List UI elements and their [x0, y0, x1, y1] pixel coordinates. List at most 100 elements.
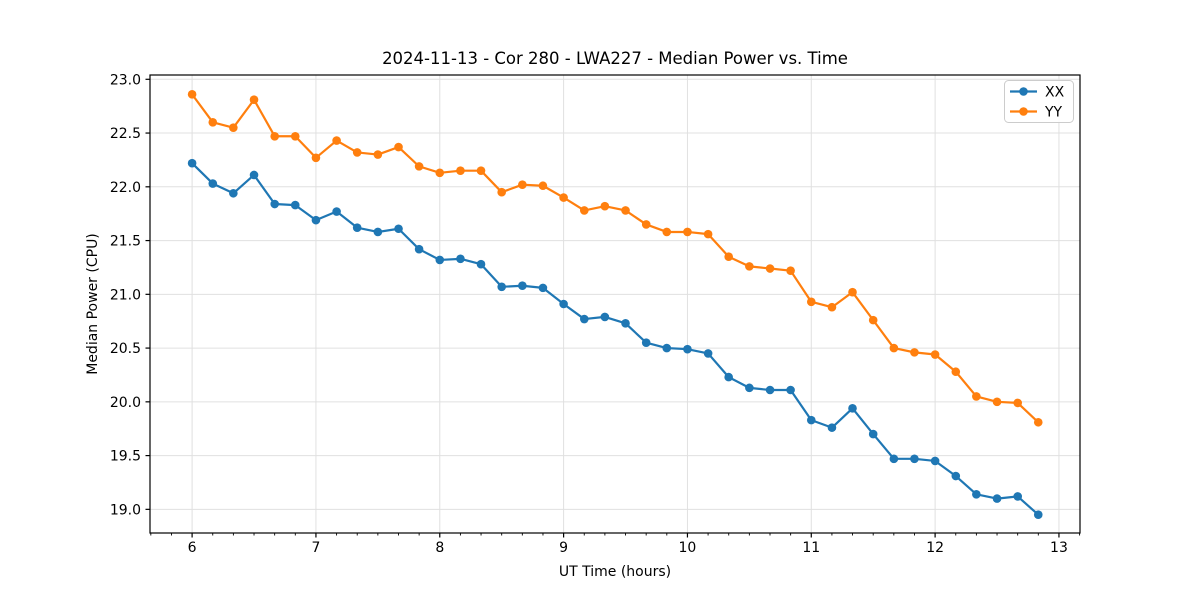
data-point-yy: [745, 262, 754, 271]
data-point-yy: [806, 297, 816, 307]
y-tick-label: 22.5: [110, 126, 141, 142]
legend-sample-marker-xx: [1019, 87, 1028, 96]
y-tick-label: 20.5: [110, 341, 141, 357]
data-point-xx: [290, 200, 300, 210]
data-point-xx: [497, 282, 506, 292]
data-point-yy: [497, 187, 506, 197]
data-point-yy: [290, 131, 300, 141]
data-point-yy: [765, 264, 775, 273]
data-point-yy: [352, 148, 362, 157]
data-point-xx: [683, 344, 692, 354]
chart-title: 2024-11-13 - Cor 280 - LWA227 - Median P…: [382, 49, 848, 68]
x-tick-label: 13: [1050, 540, 1068, 556]
data-point-yy: [208, 118, 218, 127]
data-point-xx: [972, 489, 981, 499]
data-point-xx: [311, 215, 321, 225]
y-tick-label: 20.0: [110, 395, 141, 411]
data-point-xx: [332, 207, 341, 216]
series-line-yy: [191, 93, 1040, 424]
data-point-xx: [270, 199, 280, 209]
data-point-yy: [930, 350, 940, 359]
y-tick-label: 21.0: [110, 287, 141, 303]
y-axis-label: Median Power (CPU): [85, 233, 101, 375]
data-point-xx: [786, 385, 795, 395]
x-tick-label: 6: [188, 540, 197, 556]
data-point-xx: [848, 403, 857, 413]
data-point-xx: [868, 429, 878, 439]
x-tick-label: 9: [559, 540, 568, 556]
data-point-xx: [414, 244, 424, 254]
data-point-xx: [930, 456, 940, 466]
data-point-xx: [518, 281, 527, 291]
data-point-yy: [332, 136, 341, 145]
data-point-xx: [827, 423, 837, 432]
data-point-yy: [518, 180, 527, 189]
data-point-xx: [724, 372, 733, 382]
data-point-yy: [559, 193, 568, 202]
data-point-yy: [311, 153, 321, 163]
x-tick-label: 10: [679, 540, 697, 556]
grid-layer: [150, 75, 1080, 533]
series-layer: [187, 90, 1043, 520]
data-point-yy: [889, 343, 899, 353]
series-line-xx: [191, 162, 1039, 516]
y-tick-label: 22.0: [110, 180, 141, 196]
data-point-yy: [435, 168, 445, 178]
data-point-yy: [641, 220, 651, 229]
data-point-yy: [868, 315, 878, 325]
data-point-xx: [641, 338, 651, 348]
data-point-yy: [270, 131, 280, 141]
tick-layer: 6 7 8 9 10 11 12 13 19.0 19.5 20.0 20.5 21.0 21.5 22.0…: [110, 72, 1081, 556]
data-point-yy: [456, 166, 465, 175]
data-point-yy: [394, 142, 403, 152]
data-point-yy: [538, 181, 548, 191]
data-point-yy: [786, 266, 795, 275]
data-point-xx: [765, 385, 775, 395]
data-point-xx: [1013, 492, 1023, 501]
data-point-xx: [394, 224, 403, 234]
data-point-xx: [249, 170, 259, 180]
data-point-xx: [456, 254, 465, 264]
y-tick-label: 21.5: [110, 234, 141, 250]
data-point-xx: [806, 415, 816, 425]
x-axis-label: UT Time (hours): [559, 564, 671, 580]
data-point-yy: [621, 206, 630, 215]
data-point-yy: [373, 150, 383, 159]
data-point-xx: [992, 494, 1002, 503]
data-point-yy: [1033, 417, 1043, 427]
data-point-yy: [848, 287, 857, 297]
data-point-yy: [683, 227, 692, 237]
data-point-xx: [373, 227, 383, 237]
data-point-xx: [1033, 510, 1043, 520]
legend-label-xx: XX: [1045, 85, 1065, 101]
x-tick-label: 11: [802, 540, 820, 556]
data-point-yy: [972, 392, 981, 401]
data-point-yy: [249, 95, 259, 105]
legend-label-yy: YY: [1044, 105, 1063, 121]
plot-border: [149, 74, 1081, 534]
data-point-yy: [703, 229, 713, 239]
data-point-yy: [414, 162, 424, 171]
data-point-yy: [992, 397, 1002, 407]
x-tick-label: 7: [311, 540, 320, 556]
data-point-xx: [910, 454, 919, 464]
data-point-xx: [951, 471, 961, 481]
data-point-xx: [889, 454, 899, 464]
data-point-yy: [187, 90, 197, 99]
y-tick-label: 19.0: [110, 502, 141, 518]
data-point-yy: [600, 201, 610, 211]
data-point-xx: [621, 319, 630, 328]
data-point-xx: [187, 158, 197, 168]
data-point-xx: [559, 299, 568, 309]
data-point-xx: [579, 314, 589, 324]
data-point-xx: [703, 349, 713, 358]
y-tick-label: 19.5: [110, 449, 141, 465]
data-point-xx: [538, 283, 548, 293]
x-tick-label: 12: [926, 540, 944, 556]
legend: XX YY: [1004, 80, 1074, 123]
data-point-xx: [600, 312, 610, 322]
data-point-xx: [229, 188, 238, 198]
y-tick-label: 23.0: [110, 72, 141, 88]
data-point-yy: [724, 252, 733, 261]
